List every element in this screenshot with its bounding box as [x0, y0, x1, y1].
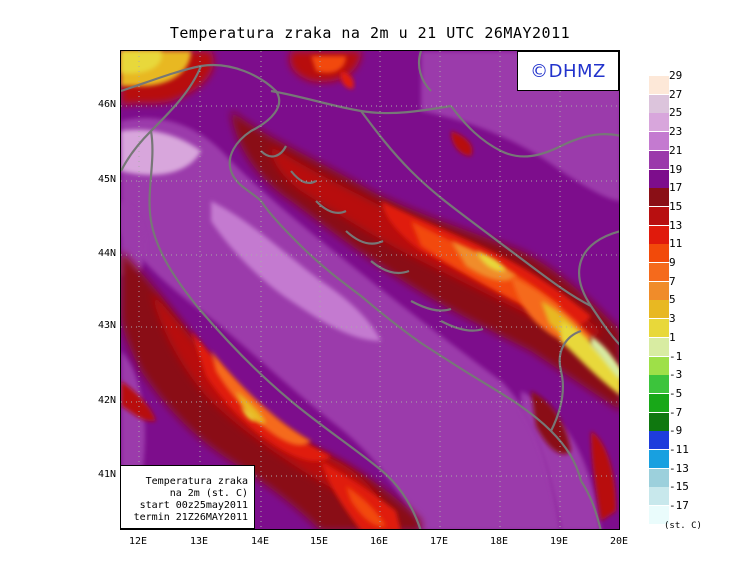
legend-label: 3 — [669, 312, 676, 326]
graticule — [121, 51, 619, 529]
lat-label: 41N — [97, 469, 116, 480]
lat-label: 42N — [97, 395, 116, 406]
legend-swatch — [649, 506, 669, 525]
legend-label: 21 — [669, 143, 683, 157]
legend-swatch — [649, 281, 669, 300]
legend-label: 11 — [669, 237, 683, 251]
legend-swatch — [649, 169, 669, 188]
legend-label: -9 — [669, 424, 683, 438]
legend-label: -1 — [669, 349, 683, 363]
legend-unit: (st. C) — [664, 521, 702, 531]
temperature-map — [120, 50, 620, 530]
lat-label: 46N — [97, 99, 116, 110]
legend-label: -11 — [669, 443, 689, 456]
info-line-2: na 2m (st. C) — [169, 488, 248, 499]
legend-swatch — [649, 225, 669, 244]
info-line-3: start 00z25may2011 — [139, 500, 248, 511]
info-line-4: termin 21Z26MAY2011 — [133, 512, 248, 523]
lon-label: 15E — [309, 536, 329, 547]
legend-swatch — [649, 375, 669, 394]
legend-swatch — [649, 263, 669, 281]
legend-label: -15 — [669, 480, 689, 494]
legend-swatch — [649, 244, 669, 263]
legend-label: 25 — [669, 106, 683, 120]
lon-label: 20E — [609, 536, 629, 547]
lon-label: 13E — [189, 536, 209, 547]
legend-swatch — [649, 412, 669, 431]
legend-swatch — [649, 487, 669, 506]
legend-label: 17 — [669, 181, 683, 195]
legend-swatch — [649, 356, 669, 375]
legend-label: 23 — [669, 125, 683, 139]
lon-label: 19E — [549, 536, 569, 547]
legend-swatch — [649, 319, 669, 338]
legend-label: 5 — [669, 293, 676, 307]
map-title: Temperatura zraka na 2m u 21 UTC 26MAY20… — [169, 24, 571, 42]
legend-swatch — [649, 188, 669, 207]
legend-swatch — [649, 468, 669, 487]
lat-label: 44N — [97, 248, 116, 259]
temperature-field — [121, 51, 619, 529]
dhmz-logo: ©DHMZ — [517, 51, 619, 91]
legend-label: 1 — [669, 330, 676, 344]
lon-label: 18E — [489, 536, 509, 547]
coastlines — [121, 51, 619, 529]
legend-swatch — [649, 300, 669, 319]
legend-swatch — [649, 132, 669, 151]
legend-label: 9 — [669, 256, 676, 269]
legend-label: -5 — [669, 386, 683, 400]
lon-label: 17E — [429, 536, 449, 547]
legend-swatch — [649, 76, 669, 94]
legend-label: 27 — [669, 87, 683, 101]
legend-label: -13 — [669, 461, 689, 475]
legend-label: 13 — [669, 218, 683, 232]
info-box: Temperatura zraka na 2m (st. C) start 00… — [120, 465, 255, 529]
lon-label: 16E — [369, 536, 389, 547]
legend-label: -3 — [669, 368, 683, 382]
legend-swatch — [649, 113, 669, 132]
legend-swatch — [649, 94, 669, 113]
legend-label: -17 — [669, 499, 689, 513]
info-line-1: Temperatura zraka — [145, 476, 248, 487]
legend-swatch — [649, 393, 669, 412]
lon-label: 14E — [250, 536, 270, 547]
legend-label: 19 — [669, 162, 683, 176]
legend-label: -7 — [669, 405, 683, 419]
legend-swatch — [649, 337, 669, 356]
lon-label: 12E — [128, 536, 148, 547]
legend-swatch — [649, 431, 669, 450]
legend-swatch — [649, 206, 669, 225]
legend-label: 7 — [669, 274, 676, 288]
legend-swatch — [649, 450, 669, 468]
legend-label: 29 — [669, 69, 683, 82]
legend-swatch — [649, 150, 669, 169]
apennine-cool-band — [121, 251, 421, 529]
lat-label: 43N — [97, 320, 116, 331]
legend-label: 15 — [669, 199, 683, 213]
lat-label: 45N — [97, 174, 116, 185]
